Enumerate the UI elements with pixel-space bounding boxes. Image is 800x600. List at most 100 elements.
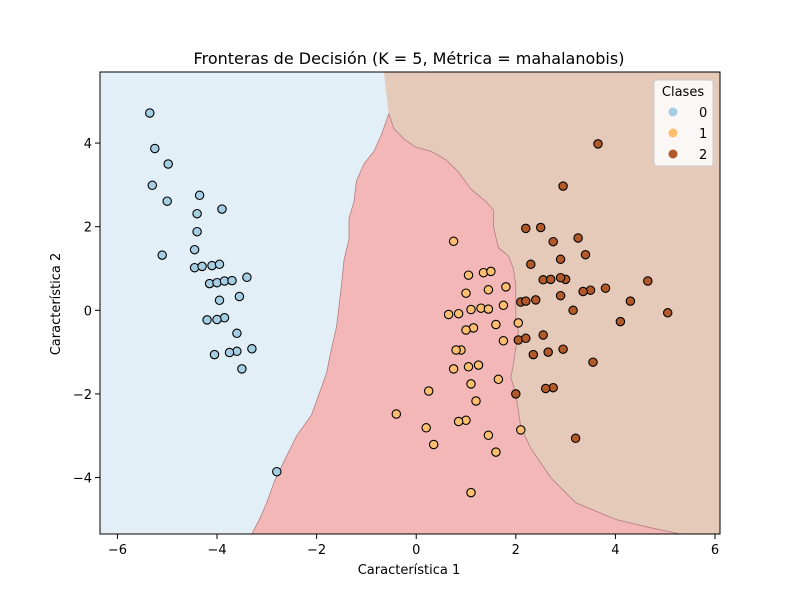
point-class-1 <box>473 360 484 370</box>
point-class-0 <box>145 108 155 118</box>
point-class-1 <box>423 386 434 396</box>
point-class-1 <box>516 425 526 435</box>
point-class-2 <box>568 305 578 316</box>
point-class-2 <box>643 276 653 286</box>
point-class-0 <box>214 295 225 306</box>
point-class-0 <box>247 344 257 354</box>
point-class-1 <box>443 309 454 320</box>
point-class-2 <box>615 316 626 327</box>
point-class-2 <box>558 181 568 191</box>
point-class-1 <box>513 318 524 328</box>
point-class-1 <box>463 270 474 280</box>
legend: Clases 0 1 2 <box>653 79 714 167</box>
point-class-1 <box>466 379 476 389</box>
point-class-1 <box>491 447 501 457</box>
point-class-0 <box>232 328 242 339</box>
point-class-0 <box>209 349 220 360</box>
point-class-1 <box>491 319 501 330</box>
point-class-0 <box>157 250 167 260</box>
legend-marker-1 <box>668 128 678 138</box>
point-class-0 <box>272 466 282 477</box>
x-tick-label: 2 <box>512 543 520 558</box>
point-class-2 <box>538 330 548 340</box>
point-class-1 <box>461 288 471 298</box>
point-class-0 <box>214 259 225 270</box>
legend-box <box>653 79 714 167</box>
point-class-1 <box>486 266 496 277</box>
y-tick-label: 4 <box>84 137 92 152</box>
point-class-0 <box>242 272 252 283</box>
point-class-2 <box>548 236 558 247</box>
point-class-2 <box>625 296 636 306</box>
legend-label-1: 1 <box>699 127 707 142</box>
point-class-0 <box>162 196 172 206</box>
point-class-1 <box>466 304 476 315</box>
point-class-1 <box>493 374 504 385</box>
legend-marker-2 <box>668 149 678 159</box>
point-class-1 <box>428 439 439 450</box>
point-class-2 <box>528 349 539 360</box>
legend-title: Clases <box>662 85 704 100</box>
decision-boundary <box>251 112 681 535</box>
point-class-0 <box>212 314 222 325</box>
point-class-1 <box>453 416 464 427</box>
point-class-2 <box>521 333 531 344</box>
point-class-0 <box>189 244 200 255</box>
x-tick-label: 4 <box>611 543 619 558</box>
point-class-2 <box>521 296 531 306</box>
legend-label-0: 0 <box>699 106 707 121</box>
point-class-0 <box>237 364 247 374</box>
point-class-1 <box>461 325 471 335</box>
point-class-1 <box>483 430 494 441</box>
point-class-2 <box>573 233 583 243</box>
axes-frame <box>99 71 721 535</box>
point-class-2 <box>558 344 568 354</box>
point-class-2 <box>588 357 598 367</box>
point-class-2 <box>578 286 588 297</box>
point-class-0 <box>163 159 173 169</box>
point-class-0 <box>192 226 202 237</box>
point-class-2 <box>600 283 611 293</box>
point-class-2 <box>662 308 673 318</box>
point-class-0 <box>224 347 235 358</box>
plot-area <box>99 71 721 535</box>
point-class-1 <box>501 282 511 292</box>
data-points <box>145 108 673 498</box>
point-class-0 <box>150 143 160 154</box>
decision-regions <box>100 72 720 535</box>
point-class-0 <box>192 208 202 219</box>
point-class-1 <box>391 409 402 419</box>
y-axis-label: Característica 2 <box>49 253 64 356</box>
point-class-2 <box>540 383 551 394</box>
point-class-0 <box>217 204 227 214</box>
point-class-2 <box>543 347 553 357</box>
point-class-1 <box>483 285 494 295</box>
y-axis: −4 −2 0 2 4 <box>73 137 100 487</box>
legend-marker-0 <box>668 107 678 117</box>
point-class-0 <box>234 291 245 302</box>
point-class-1 <box>498 336 509 346</box>
point-class-2 <box>545 274 556 285</box>
y-tick-label: 0 <box>84 304 92 319</box>
point-class-0 <box>202 315 212 325</box>
point-class-1 <box>466 487 476 498</box>
x-tick-label: −6 <box>108 543 127 558</box>
point-class-2 <box>511 389 521 399</box>
point-class-2 <box>570 433 581 444</box>
chart-title: Fronteras de Decisión (K = 5, Métrica = … <box>194 49 625 68</box>
point-class-2 <box>535 222 546 233</box>
point-class-2 <box>521 223 531 234</box>
point-class-2 <box>555 290 566 301</box>
point-class-1 <box>451 345 461 355</box>
y-tick-label: −4 <box>73 472 92 487</box>
point-class-0 <box>197 261 207 272</box>
x-axis-label: Característica 1 <box>358 563 461 578</box>
point-class-1 <box>448 364 459 374</box>
y-tick-label: −2 <box>73 388 92 403</box>
region-class-1 <box>251 113 681 535</box>
point-class-1 <box>448 236 459 247</box>
point-class-0 <box>227 275 237 286</box>
point-class-2 <box>555 272 566 283</box>
point-class-2 <box>593 139 603 149</box>
